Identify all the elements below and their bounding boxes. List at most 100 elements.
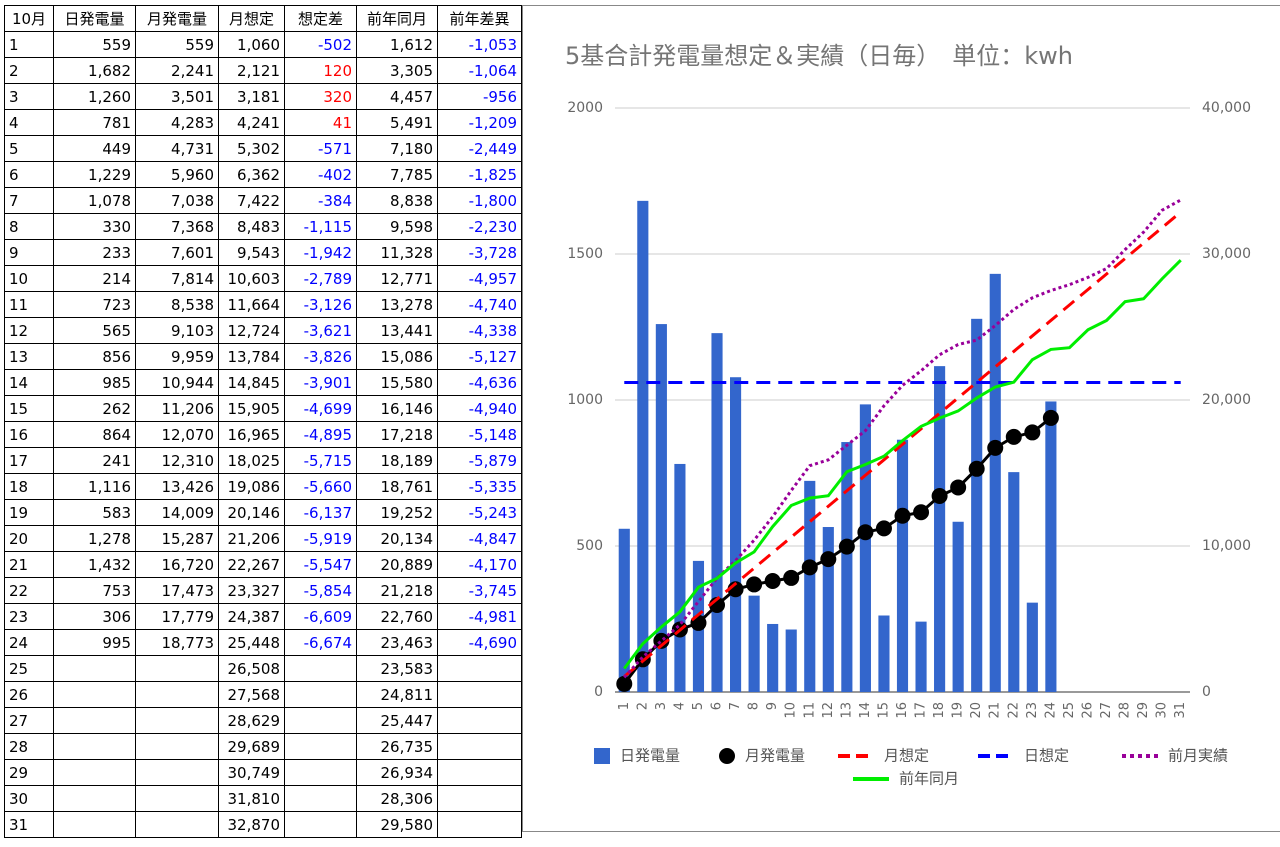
table-cell: 13,784 — [218, 343, 285, 370]
table-cell: -1,942 — [284, 239, 357, 266]
table-cell: 11,206 — [135, 395, 219, 422]
table-cell: 22,760 — [356, 603, 438, 630]
table-cell: -4,699 — [284, 395, 357, 422]
table-cell: 26 — [4, 681, 54, 708]
table-cell: 985 — [53, 369, 136, 396]
table-cell: 24,811 — [356, 681, 438, 708]
marker — [968, 460, 985, 477]
marker — [616, 675, 633, 692]
table-cell: 1,060 — [218, 31, 285, 58]
table-cell — [284, 759, 357, 786]
bar — [767, 623, 779, 692]
table-cell: 月想定 — [218, 5, 285, 32]
table-row: 4 781 4,283 4,241 41 5,491 -1,209 — [4, 109, 522, 136]
marker — [950, 479, 967, 496]
table-cell: 25,447 — [356, 707, 438, 734]
marker — [1005, 428, 1022, 445]
table-row: 21 1,432 16,720 22,267 -5,547 20,889 -4,170 — [4, 551, 522, 578]
table-cell: 30,749 — [218, 759, 285, 786]
table-cell: -3,901 — [284, 369, 357, 396]
table-cell: 18,773 — [135, 629, 219, 656]
x-tick-label: 21 — [988, 702, 1003, 719]
table-cell: -4,636 — [437, 369, 522, 396]
table-cell: 5,960 — [135, 161, 219, 188]
table-cell: -3,126 — [284, 291, 357, 318]
table-row: 24 995 18,773 25,448 -6,674 23,463 -4,690 — [4, 629, 522, 656]
table-cell: 想定差 — [284, 5, 357, 32]
bar — [1045, 401, 1057, 692]
table-cell: 7,180 — [356, 135, 438, 162]
table-cell: 28,629 — [218, 707, 285, 734]
table-cell: 306 — [53, 603, 136, 630]
table-cell: 25,448 — [218, 629, 285, 656]
table-cell: 23 — [4, 603, 54, 630]
table-cell: 3 — [4, 83, 54, 110]
table-row: 15 262 11,206 15,905 -4,699 16,146 -4,940 — [4, 395, 522, 422]
table-cell: 12 — [4, 317, 54, 344]
marker — [1042, 409, 1059, 426]
table-cell: 26,934 — [356, 759, 438, 786]
table-cell: -5,243 — [437, 499, 522, 526]
table-cell: 6,362 — [218, 161, 285, 188]
table-cell: 7,601 — [135, 239, 219, 266]
legend-swatch — [719, 748, 735, 764]
table-cell: 22,267 — [218, 551, 285, 578]
table-cell: 330 — [53, 213, 136, 240]
table-cell: 262 — [53, 395, 136, 422]
table-cell: 233 — [53, 239, 136, 266]
table-row: 18 1,116 13,426 19,086 -5,660 18,761 -5,335 — [4, 473, 522, 500]
table-cell: 7,422 — [218, 187, 285, 214]
marker — [987, 439, 1004, 456]
bar — [989, 273, 1001, 692]
table-cell: 12,310 — [135, 447, 219, 474]
x-tick-label: 23 — [1025, 702, 1040, 719]
x-tick-label: 24 — [1043, 702, 1058, 719]
table-row: 28 29,689 26,735 — [4, 733, 522, 760]
table-cell: 10月 — [4, 5, 54, 32]
table-cell: 8 — [4, 213, 54, 240]
table-cell: 583 — [53, 499, 136, 526]
table-cell: 24,387 — [218, 603, 285, 630]
table-cell: 30 — [4, 785, 54, 812]
table-cell: 753 — [53, 577, 136, 604]
table-cell: -4,740 — [437, 291, 522, 318]
table-cell: 7,785 — [356, 161, 438, 188]
x-tick-label: 28 — [1118, 702, 1133, 719]
table-cell: 27 — [4, 707, 54, 734]
x-tick-label: 25 — [1062, 702, 1077, 719]
table-cell: 4,283 — [135, 109, 219, 136]
table-cell: -5,879 — [437, 447, 522, 474]
table-row: 2 1,682 2,241 2,121 120 3,305 -1,064 — [4, 57, 522, 84]
y-tick-label: 2000 — [567, 100, 603, 116]
table-cell: 29,580 — [356, 811, 438, 838]
table-cell: -2,789 — [284, 265, 357, 292]
marker — [746, 576, 763, 593]
table-row: 8 330 7,368 8,483 -1,115 9,598 -2,230 — [4, 213, 522, 240]
table-cell: 9,959 — [135, 343, 219, 370]
marker — [838, 538, 855, 555]
bar — [655, 324, 667, 692]
x-tick-label: 29 — [1136, 702, 1151, 719]
table-cell: 23,327 — [218, 577, 285, 604]
table-cell: 15,086 — [356, 343, 438, 370]
table-cell: 14,009 — [135, 499, 219, 526]
table-cell: 月発電量 — [135, 5, 219, 32]
table-row: 11 723 8,538 11,664 -3,126 13,278 -4,740 — [4, 291, 522, 318]
table-cell — [437, 733, 522, 760]
table-cell: -5,919 — [284, 525, 357, 552]
x-tick-label: 27 — [1099, 702, 1114, 719]
x-tick-label: 16 — [895, 702, 910, 719]
table-cell: -4,957 — [437, 265, 522, 292]
series-line — [623, 259, 1182, 670]
table-cell: 120 — [284, 57, 357, 84]
table-cell: 前年差異 — [437, 5, 522, 32]
bar — [785, 629, 797, 692]
table-cell: 2 — [4, 57, 54, 84]
table-cell: 4,241 — [218, 109, 285, 136]
table-cell: -6,609 — [284, 603, 357, 630]
table-row: 10月 日発電量 月発電量 月想定 想定差 前年同月 前年差異 — [4, 5, 522, 32]
table-cell: 1,278 — [53, 525, 136, 552]
table-cell: 23,463 — [356, 629, 438, 656]
table-row: 25 26,508 23,583 — [4, 655, 522, 682]
table-cell: 995 — [53, 629, 136, 656]
